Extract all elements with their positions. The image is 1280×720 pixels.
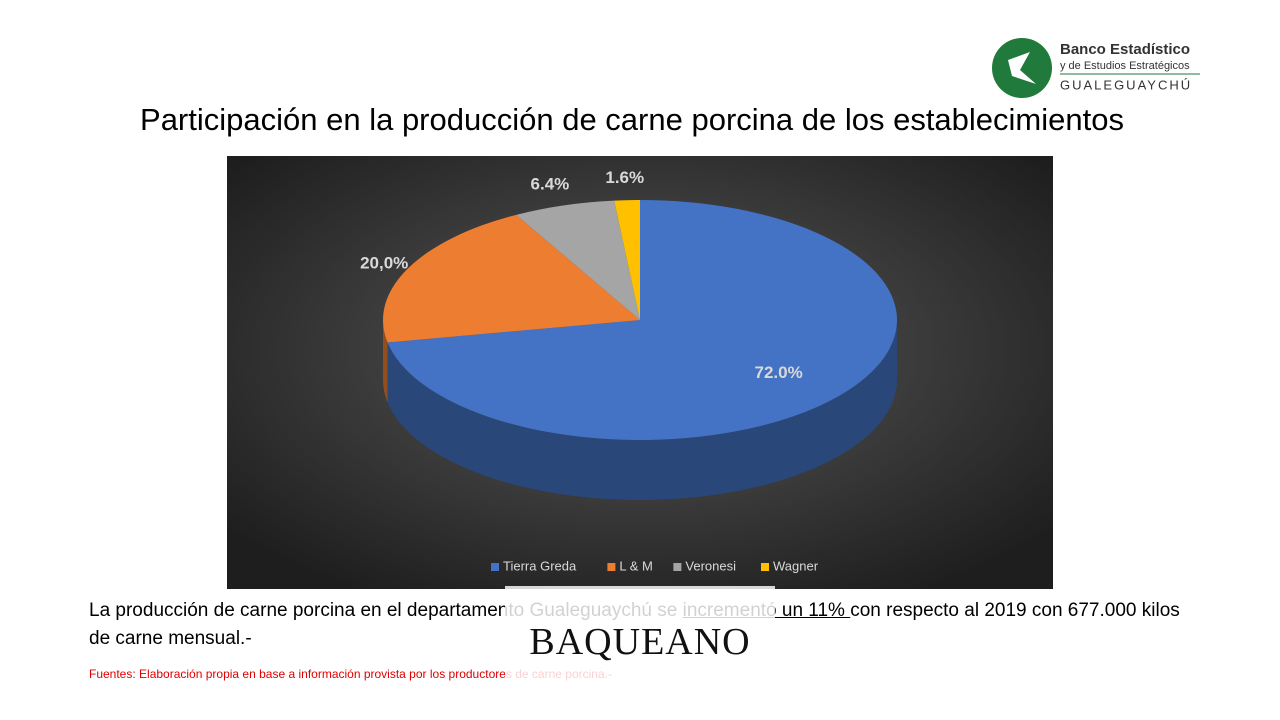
logo-icon [992,38,1052,98]
slice-side [387,320,898,500]
logo-line2: y de Estudios Estratégicos [1060,60,1190,72]
chart-title: Participación en la producción de carne … [140,102,1124,137]
data-label: 1.6% [605,168,644,187]
data-label: 20,0% [360,253,408,272]
slice [387,200,897,440]
legend-swatch [607,563,616,571]
logo: Banco Estadístico y de Estudios Estratég… [992,38,1200,98]
slice [382,214,640,343]
slice [614,200,640,320]
body-part: con respecto al 2019 con 677.000 kilos d… [89,600,1180,649]
watermark: BAQUEANO [529,621,751,663]
logo-glyph [1008,52,1036,84]
legend-swatch [761,563,769,571]
logo-line3: GUALEGUAYCHÚ [1060,77,1192,92]
data-label: 72.0% [755,363,803,382]
data-label: 6.4% [531,174,570,193]
watermark-box [505,586,775,686]
logo-line1: Banco Estadístico [1060,41,1190,58]
legend-label: Veronesi [685,558,736,573]
pie: 72.0% 20,0% 6.4% 1.6% Tierra Greda L & M Veron… [360,168,898,573]
legend-label: L & M [619,558,652,573]
legend-swatch [491,563,499,571]
sources: Fuentes: Elaboración propia en base a in… [89,667,612,681]
legend-swatch [673,563,682,571]
slice [516,200,640,320]
slice-side [383,320,388,403]
legend-label: Wagner [773,558,819,573]
legend-label: Tierra Greda [503,558,577,573]
